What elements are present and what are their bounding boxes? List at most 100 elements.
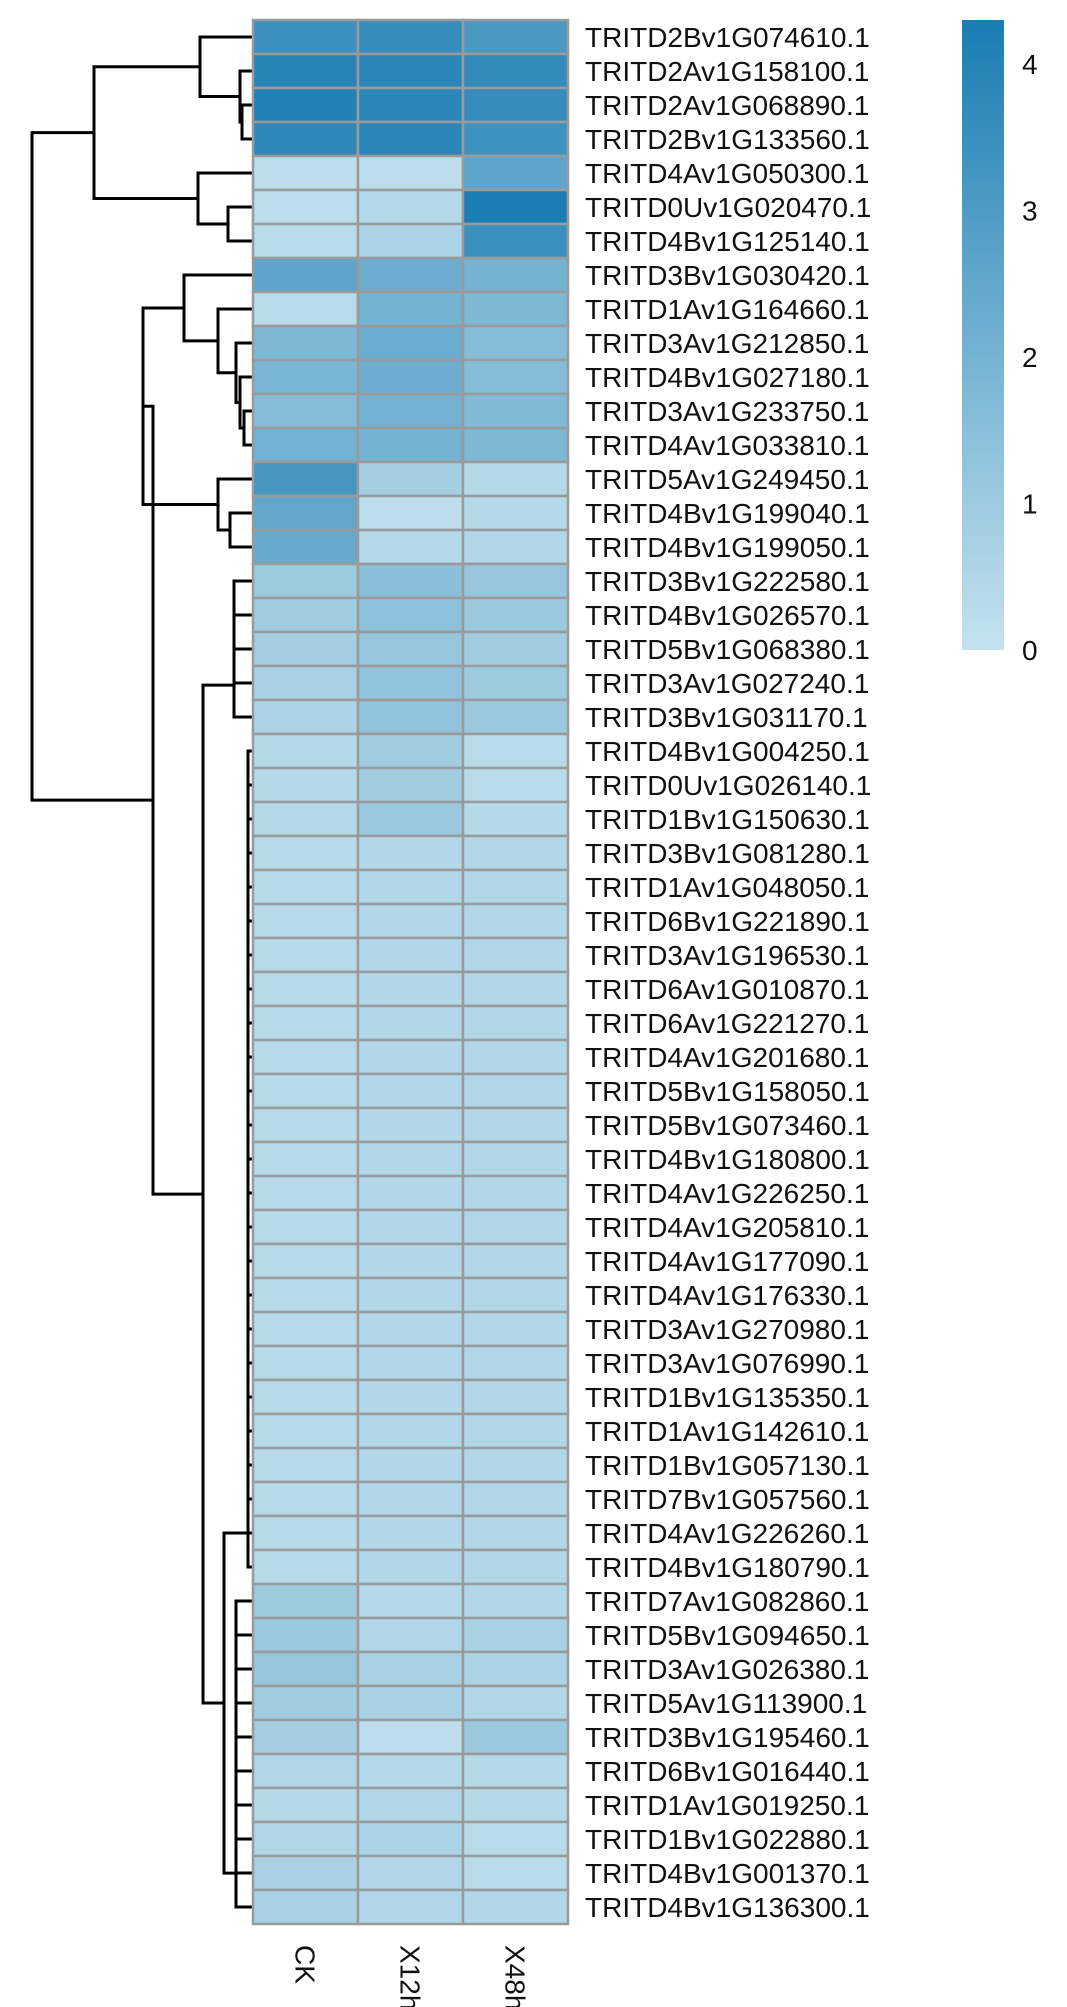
heatmap-cell: [461, 1820, 570, 1858]
heatmap-cell: [461, 120, 570, 158]
row-label: TRITD3Bv1G081280.1: [585, 838, 870, 869]
row-label: TRITD7Av1G082860.1: [585, 1586, 869, 1617]
row-label: TRITD6Av1G221270.1: [585, 1008, 869, 1039]
heatmap-cell: [251, 698, 360, 736]
heatmap-cell: [251, 1140, 360, 1178]
heatmap-cell: [461, 222, 570, 260]
row-label: TRITD2Av1G158100.1: [585, 56, 869, 87]
row-label: TRITD1Av1G142610.1: [585, 1416, 869, 1447]
heatmap-cell: [461, 1412, 570, 1450]
heatmap-cell: [251, 154, 360, 192]
heatmap-cell: [461, 1174, 570, 1212]
heatmap-cell: [251, 766, 360, 804]
heatmap-cell: [461, 630, 570, 668]
row-label: TRITD1Av1G164660.1: [585, 294, 869, 325]
heatmap-cell: [461, 426, 570, 464]
heatmap-cell: [461, 1242, 570, 1280]
heatmap-cell: [251, 494, 360, 532]
heatmap-cell: [356, 1174, 465, 1212]
heatmap-cell: [251, 868, 360, 906]
heatmap-cell: [461, 154, 570, 192]
heatmap-cell: [461, 1344, 570, 1382]
heatmap-cell: [461, 188, 570, 226]
heatmap-cell: [251, 970, 360, 1008]
heatmap-cell: [251, 18, 360, 56]
heatmap-cell: [251, 1208, 360, 1246]
heatmap-cell: [461, 1786, 570, 1824]
heatmap-cell: [251, 630, 360, 668]
heatmap-cell: [356, 222, 465, 260]
heatmap-cell: [251, 1038, 360, 1076]
heatmap-cell: [356, 1786, 465, 1824]
row-label: TRITD4Av1G226260.1: [585, 1518, 869, 1549]
heatmap-cell: [356, 868, 465, 906]
heatmap-cell: [461, 1854, 570, 1892]
row-label: TRITD1Bv1G135350.1: [585, 1382, 870, 1413]
heatmap-cell: [461, 1208, 570, 1246]
heatmap-cell: [251, 1718, 360, 1756]
row-label: TRITD4Bv1G136300.1: [585, 1892, 870, 1923]
dendrogram-branch: [226, 205, 255, 243]
heatmap-cell: [461, 358, 570, 396]
column-label: X48h: [500, 1945, 531, 2007]
dendrogram-branch: [216, 477, 255, 532]
heatmap-cell: [461, 324, 570, 362]
row-label: TRITD3Av1G026380.1: [585, 1654, 869, 1685]
heatmap-cell: [251, 664, 360, 702]
row-label: TRITD3Bv1G222580.1: [585, 566, 870, 597]
heatmap-cell: [461, 1378, 570, 1416]
heatmap-cell: [251, 1786, 360, 1824]
dendrogram-branch: [240, 103, 255, 141]
heatmap-cell: [356, 392, 465, 430]
legend-tick-label: 3: [1022, 195, 1038, 226]
heatmap-cell: [251, 834, 360, 872]
heatmap-cell: [251, 1480, 360, 1518]
heatmap-cell: [356, 936, 465, 974]
heatmap-cell: [461, 1582, 570, 1620]
heatmap-cell: [251, 1174, 360, 1212]
row-label: TRITD4Av1G033810.1: [585, 430, 869, 461]
column-labels: CK X12h X48h: [290, 1945, 531, 2007]
heatmap-cell: [251, 1820, 360, 1858]
dendrogram-branch: [234, 1837, 255, 1909]
heatmap-cell: [356, 154, 465, 192]
row-label: TRITD1Bv1G150630.1: [585, 804, 870, 835]
heatmap-cell: [356, 18, 465, 56]
dendrogram-branch: [196, 171, 255, 226]
row-label: TRITD5Av1G113900.1: [585, 1688, 867, 1719]
heatmap-cell: [251, 1548, 360, 1586]
heatmap-cell: [356, 120, 465, 158]
heatmap-cell: [251, 358, 360, 396]
heatmap-cell: [251, 562, 360, 600]
row-label: TRITD6Av1G010870.1: [585, 974, 869, 1005]
row-label: TRITD3Av1G076990.1: [585, 1348, 869, 1379]
row-label: TRITD4Av1G201680.1: [585, 1042, 869, 1073]
row-label: TRITD4Bv1G180790.1: [585, 1552, 870, 1583]
row-label: TRITD4Bv1G004250.1: [585, 736, 870, 767]
heatmap-cell: [356, 52, 465, 90]
row-label: TRITD1Av1G048050.1: [585, 872, 869, 903]
heatmap-cell: [356, 1378, 465, 1416]
heatmap-cell: [461, 1480, 570, 1518]
dendrogram-branch: [30, 131, 155, 802]
heatmap-cell: [356, 1752, 465, 1790]
row-label: TRITD4Av1G050300.1: [585, 158, 869, 189]
heatmap-cell: [251, 1854, 360, 1892]
row-label: TRITD3Av1G027240.1: [585, 668, 869, 699]
heatmap-cell: [356, 664, 465, 702]
heatmap-cell: [251, 1650, 360, 1688]
heatmap-cell: [251, 596, 360, 634]
heatmap-cell: [461, 766, 570, 804]
row-label: TRITD7Bv1G057560.1: [585, 1484, 870, 1515]
heatmap-cell: [356, 1072, 465, 1110]
heatmap-cell: [356, 902, 465, 940]
heatmap-cell: [251, 86, 360, 124]
row-label: TRITD0Uv1G026140.1: [585, 770, 871, 801]
heatmap-cell: [251, 936, 360, 974]
heatmap-cell: [251, 1582, 360, 1620]
heatmap-cell: [461, 256, 570, 294]
heatmap-cell: [251, 1514, 360, 1552]
heatmap-cell: [356, 766, 465, 804]
heatmap-cell: [461, 1310, 570, 1348]
dendrogram-branch: [92, 65, 202, 200]
